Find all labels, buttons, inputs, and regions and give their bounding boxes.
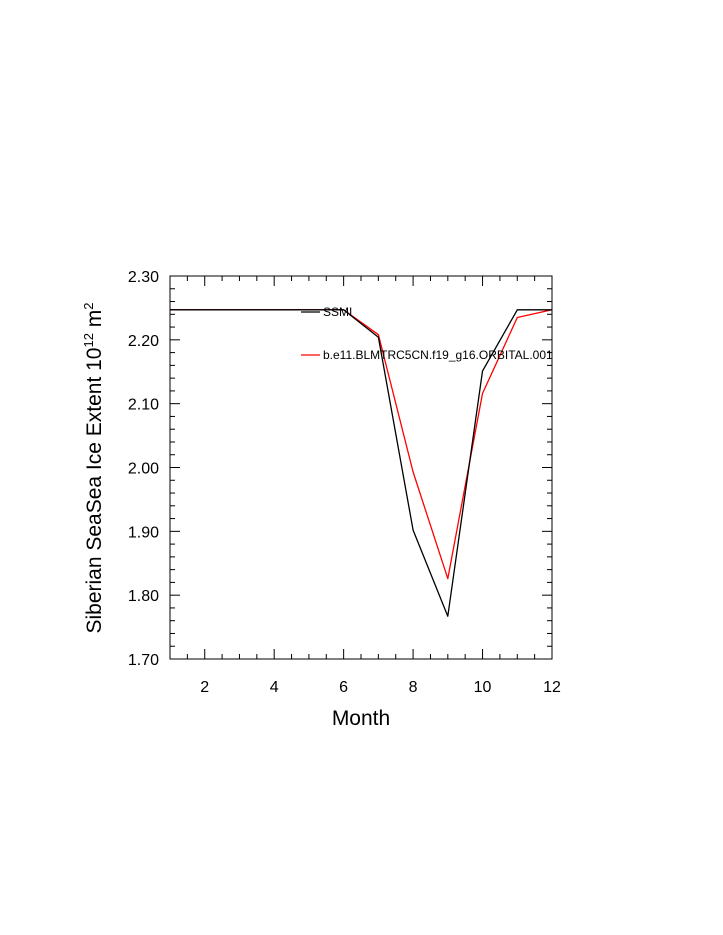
series-layer: [170, 309, 553, 617]
y-tick-label: 1.80: [128, 588, 159, 605]
y-axis-label-mid: m: [83, 310, 106, 333]
x-tick-label: 10: [474, 679, 492, 696]
series-line-1: [170, 309, 552, 617]
plot-frame: [169, 275, 553, 660]
axis-tick-labels: 2 4 6 8 10 12 1.70 1.80 1.90 2.00 2.10 2.20 2.30: [128, 269, 561, 696]
y-axis-label: Siberian SeaSea Ice Extent 1012 m2: [81, 302, 106, 633]
legend-label-1: SSMI: [323, 305, 352, 319]
x-tick-label: 4: [270, 679, 279, 696]
y-tick-label: 2.10: [128, 397, 159, 414]
x-tick-label: 2: [200, 679, 209, 696]
axis-ticks: [169, 275, 553, 660]
legend: SSMI b.e11.BLMTRC5CN.f19_g16.ORBITAL.001: [301, 305, 553, 362]
x-axis-label: Month: [332, 707, 390, 730]
y-tick-label: 2.30: [128, 269, 159, 286]
y-tick-label: 1.70: [128, 652, 159, 669]
y-tick-label: 1.90: [128, 524, 159, 541]
y-tick-label: 2.20: [128, 333, 159, 350]
y-axis-label-base: Siberian SeaSea Ice Extent 10: [83, 348, 106, 634]
x-tick-label: 6: [339, 679, 348, 696]
y-axis-label-exp1: 12: [81, 333, 96, 347]
legend-label-2: b.e11.BLMTRC5CN.f19_g16.ORBITAL.001: [323, 348, 553, 362]
y-axis-label-exp2: 2: [81, 302, 96, 309]
x-tick-label: 8: [409, 679, 418, 696]
x-tick-label: 12: [543, 679, 561, 696]
y-tick-label: 2.00: [128, 461, 159, 478]
